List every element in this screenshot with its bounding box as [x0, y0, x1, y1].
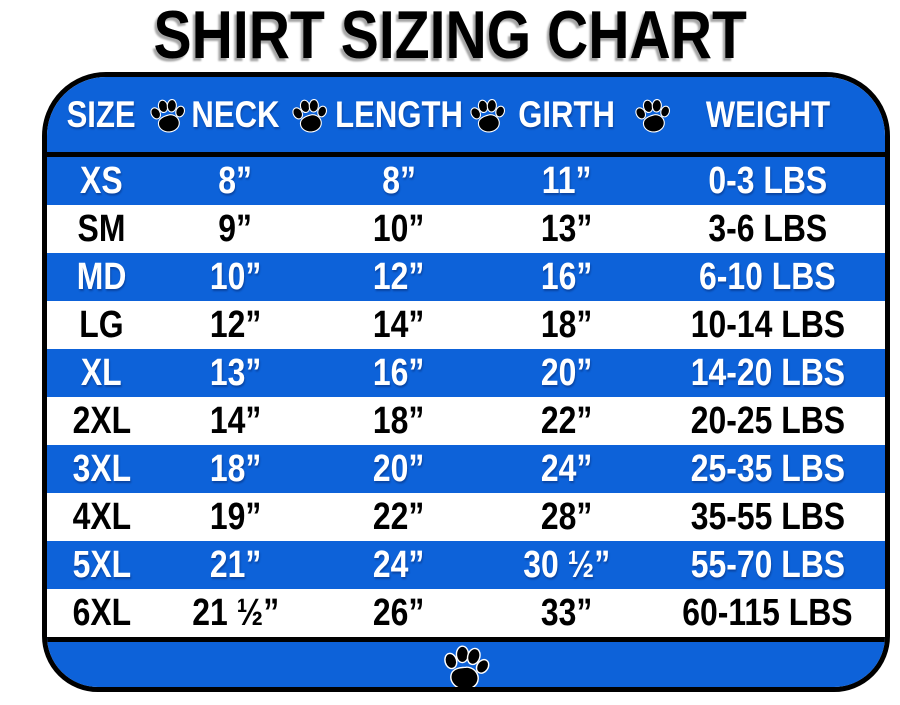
- length-cell: 22”: [373, 496, 425, 538]
- weight-cell: 60-115 LBS: [682, 592, 853, 634]
- table-row-6xl: 6XL 21 ½” 26” 33” 60-115 LBS: [47, 589, 885, 637]
- header-divider: [47, 152, 885, 157]
- neck-cell: 10”: [209, 256, 262, 298]
- table-row-5xl: 5XL 21” 24” 30 ½” 55-70 LBS: [47, 541, 885, 589]
- page-title: SHIRT SIZING CHART: [0, 0, 900, 73]
- paw-icon: [147, 94, 189, 136]
- neck-cell: 9”: [218, 208, 253, 250]
- size-cell: MD: [76, 256, 127, 298]
- girth-cell: 30 ½”: [523, 544, 611, 586]
- size-cell: 2XL: [72, 400, 131, 442]
- neck-cell: 21”: [209, 544, 262, 586]
- neck-cell: 21 ½”: [192, 592, 280, 634]
- length-cell: 14”: [373, 304, 425, 346]
- length-cell: 10”: [373, 208, 425, 250]
- girth-cell: 18”: [540, 304, 593, 346]
- page-title-text: SHIRT SIZING CHART: [153, 0, 747, 73]
- weight-cell: 10-14 LBS: [690, 304, 845, 346]
- weight-cell: 14-20 LBS: [690, 352, 845, 394]
- weight-cell: 0-3 LBS: [708, 160, 828, 202]
- girth-cell: 28”: [540, 496, 593, 538]
- column-header-weight: WEIGHT: [705, 93, 830, 135]
- girth-cell: 24”: [540, 448, 593, 490]
- table-row-md: MD 10” 12” 16” 6-10 LBS: [47, 253, 885, 301]
- weight-cell: 35-55 LBS: [690, 496, 845, 538]
- length-cell: 20”: [373, 448, 425, 490]
- weight-cell: 20-25 LBS: [690, 400, 845, 442]
- table-row-lg: LG 12” 14” 18” 10-14 LBS: [47, 301, 885, 349]
- neck-cell: 12”: [209, 304, 262, 346]
- table-header: SIZE NECK LENGTH GIRTH WEIGHT: [47, 77, 885, 152]
- length-cell: 16”: [373, 352, 425, 394]
- size-cell: 4XL: [72, 496, 131, 538]
- weight-cell: 25-35 LBS: [690, 448, 845, 490]
- table-row-3xl: 3XL 18” 20” 24” 25-35 LBS: [47, 445, 885, 493]
- size-cell: XL: [81, 352, 122, 394]
- paw-icon: [289, 94, 331, 136]
- girth-cell: 16”: [540, 256, 593, 298]
- table-row-xl: XL 13” 16” 20” 14-20 LBS: [47, 349, 885, 397]
- paw-icon: [438, 639, 494, 692]
- neck-cell: 8”: [218, 160, 253, 202]
- table-row-2xl: 2XL 14” 18” 22” 20-25 LBS: [47, 397, 885, 445]
- weight-cell: 55-70 LBS: [690, 544, 845, 586]
- girth-cell: 13”: [540, 208, 593, 250]
- size-cell: 6XL: [72, 592, 131, 634]
- paw-icon: [632, 94, 674, 136]
- girth-cell: 11”: [541, 160, 592, 202]
- chart-footer: [47, 637, 885, 692]
- size-cell: XS: [80, 160, 123, 202]
- neck-cell: 13”: [209, 352, 262, 394]
- table-row-4xl: 4XL 19” 22” 28” 35-55 LBS: [47, 493, 885, 541]
- weight-cell: 6-10 LBS: [699, 256, 836, 298]
- girth-cell: 22”: [540, 400, 593, 442]
- column-header-neck: NECK: [191, 93, 280, 135]
- neck-cell: 19”: [209, 496, 262, 538]
- length-cell: 24”: [373, 544, 425, 586]
- column-header-length: LENGTH: [335, 93, 463, 135]
- girth-cell: 33”: [540, 592, 593, 634]
- neck-cell: 18”: [209, 448, 262, 490]
- sizing-table-panel: SIZE NECK LENGTH GIRTH WEIGHT XS 8” 8” 1…: [42, 72, 890, 692]
- neck-cell: 14”: [209, 400, 262, 442]
- size-cell: 3XL: [72, 448, 131, 490]
- table-row-sm: SM 9” 10” 13” 3-6 LBS: [47, 205, 885, 253]
- weight-cell: 3-6 LBS: [708, 208, 828, 250]
- size-cell: SM: [77, 208, 126, 250]
- length-cell: 18”: [373, 400, 425, 442]
- column-header-girth: GIRTH: [518, 93, 615, 135]
- girth-cell: 20”: [540, 352, 593, 394]
- length-cell: 26”: [373, 592, 425, 634]
- length-cell: 8”: [382, 160, 416, 202]
- length-cell: 12”: [373, 256, 425, 298]
- size-cell: LG: [79, 304, 124, 346]
- size-cell: 5XL: [72, 544, 131, 586]
- paw-icon: [467, 94, 509, 136]
- table-row-xs: XS 8” 8” 11” 0-3 LBS: [47, 157, 885, 205]
- column-header-size: SIZE: [66, 93, 137, 135]
